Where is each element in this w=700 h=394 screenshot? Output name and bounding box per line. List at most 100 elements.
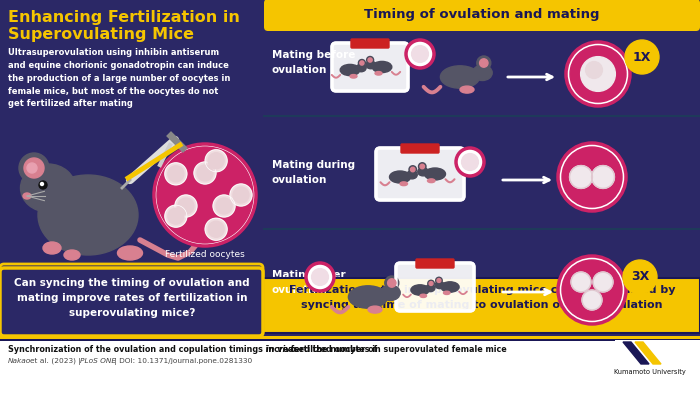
Circle shape <box>625 40 659 74</box>
Text: Kumamoto University: Kumamoto University <box>614 369 686 375</box>
Circle shape <box>419 163 426 170</box>
Circle shape <box>208 221 224 237</box>
Circle shape <box>19 153 49 183</box>
Ellipse shape <box>428 179 435 183</box>
Text: Nakao: Nakao <box>8 358 32 364</box>
Circle shape <box>623 260 657 294</box>
Circle shape <box>429 282 433 285</box>
Circle shape <box>367 56 374 63</box>
Circle shape <box>165 163 187 185</box>
Text: Timing of ovulation and mating: Timing of ovulation and mating <box>364 8 600 21</box>
Circle shape <box>165 205 187 227</box>
Text: 1X: 1X <box>633 50 651 63</box>
Ellipse shape <box>426 284 435 292</box>
Circle shape <box>216 198 232 214</box>
Circle shape <box>27 163 37 173</box>
Circle shape <box>205 150 227 172</box>
Polygon shape <box>623 342 649 364</box>
Ellipse shape <box>356 64 366 72</box>
Ellipse shape <box>368 306 382 313</box>
Circle shape <box>358 59 365 67</box>
Text: ovulation: ovulation <box>272 285 328 295</box>
Circle shape <box>312 269 328 285</box>
Circle shape <box>570 46 626 102</box>
Ellipse shape <box>381 285 400 301</box>
Ellipse shape <box>38 175 138 255</box>
Ellipse shape <box>340 64 360 76</box>
FancyBboxPatch shape <box>332 43 408 91</box>
Text: Can syncing the timing of ovulation and
mating improve rates of fertilization in: Can syncing the timing of ovulation and … <box>14 275 250 314</box>
Text: Synchronization of the ovulation and copulation timings increased the number of: Synchronization of the ovulation and cop… <box>8 345 380 354</box>
Ellipse shape <box>444 291 450 294</box>
Text: Fertilization rates in superovulating mice can be enhanced by
syncing the time o: Fertilization rates in superovulating mi… <box>288 285 676 310</box>
Bar <box>263 115 700 117</box>
Ellipse shape <box>64 250 80 260</box>
Ellipse shape <box>366 61 376 69</box>
Text: ovulation: ovulation <box>272 65 328 75</box>
Bar <box>263 228 700 230</box>
Circle shape <box>410 167 415 172</box>
Bar <box>0 336 700 339</box>
Ellipse shape <box>420 294 426 297</box>
Bar <box>615 340 700 394</box>
Ellipse shape <box>118 246 143 260</box>
Circle shape <box>582 290 602 310</box>
Circle shape <box>571 272 591 292</box>
Ellipse shape <box>424 168 445 180</box>
Ellipse shape <box>349 286 388 308</box>
Circle shape <box>558 143 626 211</box>
FancyBboxPatch shape <box>351 39 389 48</box>
Ellipse shape <box>43 242 61 254</box>
Ellipse shape <box>372 61 392 72</box>
Circle shape <box>593 272 613 292</box>
Ellipse shape <box>375 72 382 75</box>
Circle shape <box>175 195 197 217</box>
Circle shape <box>570 165 592 188</box>
Bar <box>0 278 263 338</box>
Ellipse shape <box>473 65 492 80</box>
FancyBboxPatch shape <box>416 259 454 268</box>
Polygon shape <box>635 342 661 364</box>
Text: Ultrasuperovulation using inhibin antiserum
and equine chorionic gonadotropin ca: Ultrasuperovulation using inhibin antise… <box>8 48 230 108</box>
Circle shape <box>194 162 216 184</box>
Circle shape <box>428 280 434 287</box>
Circle shape <box>41 182 43 186</box>
Text: Fertilized oocytes: Fertilized oocytes <box>165 250 245 259</box>
FancyBboxPatch shape <box>263 278 700 333</box>
Circle shape <box>306 263 334 291</box>
FancyBboxPatch shape <box>0 268 263 336</box>
Circle shape <box>412 46 428 62</box>
Circle shape <box>233 187 249 203</box>
Circle shape <box>213 195 235 217</box>
Text: | DOI: 10.1371/journal.pone.0281330: | DOI: 10.1371/journal.pone.0281330 <box>112 358 252 365</box>
Circle shape <box>406 40 434 68</box>
Circle shape <box>592 165 615 188</box>
Ellipse shape <box>435 281 444 289</box>
Text: (2023) |: (2023) | <box>49 358 83 365</box>
Ellipse shape <box>407 171 417 179</box>
Circle shape <box>385 276 399 290</box>
FancyBboxPatch shape <box>0 264 263 335</box>
FancyBboxPatch shape <box>401 144 439 153</box>
Circle shape <box>435 277 442 284</box>
Text: ovulation: ovulation <box>272 175 328 185</box>
Text: Mating during: Mating during <box>272 160 355 170</box>
Circle shape <box>437 279 441 282</box>
Circle shape <box>409 166 416 173</box>
Circle shape <box>154 144 256 246</box>
Ellipse shape <box>23 193 31 199</box>
Circle shape <box>388 279 396 287</box>
Text: et al.: et al. <box>30 358 49 364</box>
Circle shape <box>461 154 478 170</box>
Circle shape <box>178 198 194 214</box>
FancyBboxPatch shape <box>396 263 474 311</box>
Circle shape <box>168 208 184 224</box>
Ellipse shape <box>350 74 357 78</box>
Circle shape <box>580 57 615 91</box>
Circle shape <box>562 260 622 320</box>
Ellipse shape <box>440 66 480 88</box>
Circle shape <box>208 153 224 169</box>
Ellipse shape <box>460 86 474 93</box>
Circle shape <box>420 164 424 169</box>
Circle shape <box>477 56 491 70</box>
